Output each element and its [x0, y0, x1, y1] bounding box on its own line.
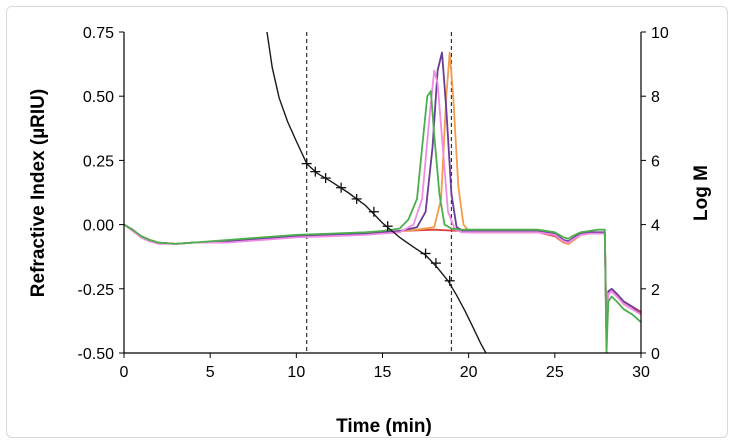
series-line-orange [124, 51, 641, 342]
series-line-purple [124, 51, 641, 342]
data-series [124, 31, 641, 353]
y-axis-left-title: Refractive Index (µRIU) [28, 89, 49, 297]
calibration-point [336, 182, 347, 193]
calibration-point [368, 206, 379, 217]
x-tick-label: 15 [374, 364, 392, 381]
calibration-point [301, 158, 312, 169]
y-right-tick-label: 6 [651, 153, 660, 170]
series-line-calibration [266, 31, 487, 353]
calibration-point [420, 248, 431, 259]
y-left-tick-label: 0.75 [83, 25, 114, 42]
y-right-tick-label: 10 [651, 25, 669, 42]
calibration-point [444, 275, 455, 286]
y-left-tick-label: 0.50 [83, 89, 114, 106]
series-line-green [124, 90, 641, 353]
y-right-tick-label: 8 [651, 89, 660, 106]
y-left-tick-label: -0.25 [78, 282, 115, 299]
calibration-point [320, 173, 331, 184]
calibration-markers [301, 158, 455, 286]
y-right-tick-label: 2 [651, 282, 660, 299]
calibration-point [310, 166, 321, 177]
x-tick-label: 20 [460, 364, 478, 381]
axes [119, 31, 646, 358]
x-axis-title: Time (min) [336, 416, 432, 437]
y-left-tick-label: -0.50 [78, 346, 115, 363]
y-right-tick-label: 4 [651, 218, 660, 235]
vertical-marker-lines [306, 32, 453, 353]
series-line-pink [124, 69, 641, 342]
x-tick-label: 25 [546, 364, 564, 381]
x-tick-label: 30 [632, 364, 650, 381]
calibration-point [351, 193, 362, 204]
tick-labels: 0 5 10 15 20 25 300.750.500.250.00-0.25-0.5010… [78, 25, 669, 381]
y-axis-right-title: Log M [691, 165, 712, 221]
x-tick-label: 10 [287, 364, 305, 381]
y-left-tick-label: 0.25 [83, 153, 114, 170]
x-tick-label: 5 [206, 364, 215, 381]
x-tick-label: 0 [120, 364, 129, 381]
chart-frame [6, 6, 728, 438]
y-right-tick-label: 0 [651, 346, 660, 363]
calibration-point [382, 221, 393, 232]
y-left-tick-label: 0.00 [83, 218, 114, 235]
calibration-point [430, 258, 441, 269]
